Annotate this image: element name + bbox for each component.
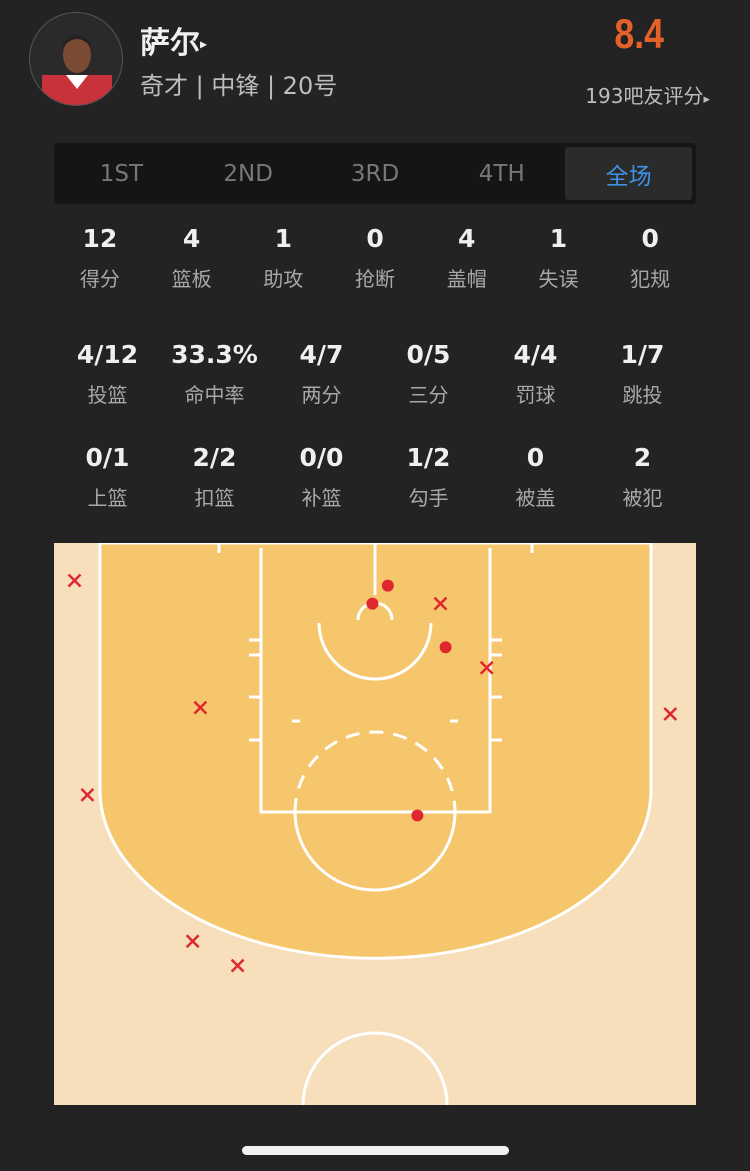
raters-count: 193吧友评分 [585,84,704,108]
stat-label: 两分 [301,383,342,407]
made-shot-marker [411,809,424,822]
stat-value: 4 [182,224,201,253]
player-photo-icon [42,35,112,105]
stat-stats_row1-5: 1 失误 [513,224,605,292]
stat-value: 1 [274,224,292,253]
stats-row-basic: 12 得分 4 篮板 1 助攻 0 抢断 4 盖帽 1 失误 0 犯规 [54,224,696,292]
stat-label: 补篮 [301,486,342,510]
rating-link[interactable]: 193吧友评分▸ [585,80,710,109]
stat-stats_row1-4: 4 盖帽 [421,224,513,292]
stat-value: 4 [458,224,476,253]
stat-stats_row1-6: 0 犯规 [604,224,696,292]
stat-label: 三分 [408,383,449,407]
three-point-line [98,543,653,960]
tab-1st[interactable]: 1ST [99,160,144,187]
stat-value: 0/1 [85,443,130,472]
player-avatar[interactable] [29,12,123,106]
stat-stats_row3-2: 0/0 补篮 [268,443,375,511]
missed-shot-marker [80,788,95,802]
stat-value: 4/7 [299,340,344,369]
stat-stats_row2-1: 33.3% 命中率 [161,340,268,408]
stat-value: 0 [526,443,545,472]
stat-stats_row2-4: 4/4 罚球 [482,340,589,408]
stat-stats_row2-5: 1/7 跳投 [589,340,696,408]
stat-value: 0/0 [299,443,344,472]
stat-label: 犯规 [630,267,671,291]
stat-stats_row3-4: 0 被盖 [482,443,589,511]
stat-value: 1/7 [620,340,665,369]
rating-score: 8.4 [613,10,664,57]
stat-stats_row1-0: 12 得分 [54,224,146,292]
stat-stats_row1-2: 1 助攻 [237,224,329,292]
stat-value: 12 [82,224,118,253]
stat-label: 篮板 [171,267,212,291]
stat-label: 扣篮 [194,486,235,510]
made-shot-marker [366,597,379,610]
player-name-text: 萨尔 [140,26,200,61]
stat-stats_row1-3: 0 抢断 [329,224,421,292]
stat-label: 被犯 [622,486,663,510]
missed-shot-marker [433,596,448,611]
stat-value: 2 [633,443,652,472]
period-tabs: 1ST 2ND 3RD 4TH 全场 [54,143,696,204]
stat-stats_row3-0: 0/1 上篮 [54,443,161,511]
shots-layer [67,573,678,973]
stat-value: 4/4 [513,340,558,369]
player-name[interactable]: 萨尔▸ [140,18,207,62]
arrow-right-icon: ▸ [200,36,208,53]
stat-value: 33.3% [171,340,258,369]
stat-stats_row2-0: 4/12 投篮 [54,340,161,408]
missed-shot-marker [230,958,245,973]
stat-stats_row3-3: 1/2 勾手 [375,443,482,511]
tab-4th[interactable]: 4TH [478,160,525,187]
stat-value: 0 [641,224,659,253]
tab-2nd[interactable]: 2ND [223,160,273,187]
stat-label: 罚球 [515,383,556,407]
stat-label: 被盖 [515,486,556,510]
stat-label: 得分 [79,267,120,291]
missed-shot-marker [67,573,82,588]
stat-label: 盖帽 [446,267,487,291]
stat-stats_row3-5: 2 被犯 [589,443,696,511]
stat-label: 抢断 [355,267,396,291]
missed-shot-marker [185,934,200,949]
stats-row-shot-types: 0/1 上篮 2/2 扣篮 0/0 补篮 1/2 勾手 0 被盖 2 被犯 [54,443,696,511]
stat-value: 1 [549,224,568,253]
stat-label: 跳投 [622,383,663,407]
stat-value: 2/2 [192,443,237,472]
stats-row-shooting: 4/12 投篮 33.3% 命中率 4/7 两分 0/5 三分 4/4 罚球 1/7 跳投 [54,340,696,408]
stat-stats_row3-1: 2/2 扣篮 [161,443,268,511]
stat-stats_row2-3: 0/5 三分 [375,340,482,408]
tab-3rd[interactable]: 3RD [350,160,400,187]
stat-label: 助攻 [263,267,304,291]
court-lines [217,543,534,1105]
stat-label: 投篮 [87,383,128,407]
stat-label: 失误 [538,267,579,291]
made-shot-marker [439,641,452,654]
stat-label: 命中率 [184,383,245,407]
stat-value: 1/2 [406,443,451,472]
missed-shot-marker [663,707,678,721]
stat-label: 勾手 [408,486,449,510]
shot-chart-court [54,543,696,1105]
stat-value: 0/5 [406,340,451,369]
stat-stats_row1-1: 4 篮板 [146,224,238,292]
made-shot-marker [381,579,394,592]
player-info: 奇才 | 中锋 | 20号 [140,72,338,100]
missed-shot-marker [479,660,494,675]
stat-stats_row2-2: 4/7 两分 [268,340,375,408]
stat-label: 上篮 [87,486,128,510]
missed-shot-marker [193,700,208,715]
tab-full-game[interactable]: 全场 [565,147,692,200]
stat-value: 0 [366,224,384,253]
home-indicator[interactable] [242,1146,509,1155]
stat-value: 4/12 [76,340,139,369]
arrow-right-icon: ▸ [703,92,710,107]
